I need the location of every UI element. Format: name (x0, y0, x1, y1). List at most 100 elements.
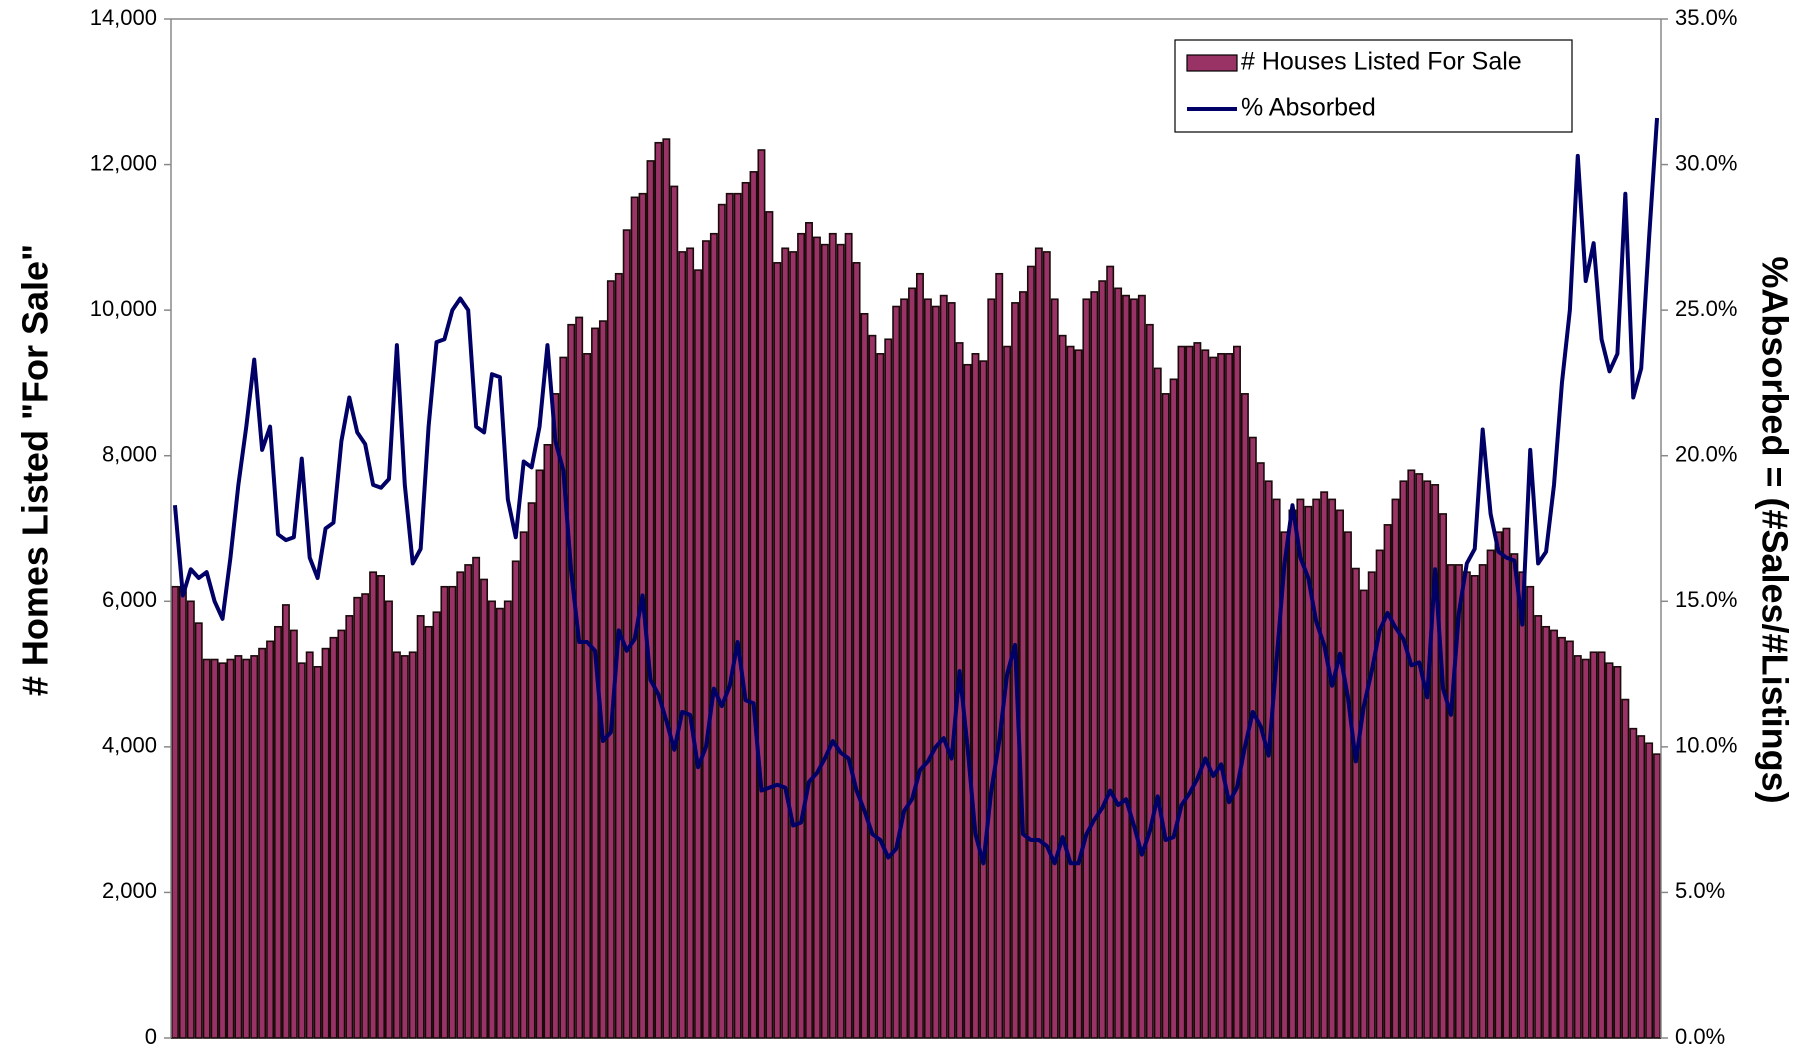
y2-tick-label: 15.0% (1675, 587, 1737, 612)
y2-axis-title: %Absorbed = (#Sales/#Listings) (1754, 256, 1795, 803)
legend-label: # Houses Listed For Sale (1241, 48, 1522, 76)
bar (242, 658, 251, 1039)
y2-tick-label: 25.0% (1675, 296, 1737, 321)
bar (1486, 549, 1495, 1039)
bar (828, 232, 837, 1039)
bar (281, 604, 290, 1039)
bar (1645, 742, 1654, 1039)
bar (892, 305, 901, 1039)
bar (797, 232, 806, 1039)
bar (987, 298, 996, 1039)
bar (606, 280, 615, 1039)
y-tick-label: 14,000 (90, 5, 157, 30)
bar (377, 575, 385, 1039)
bar (194, 622, 203, 1039)
bar (789, 251, 798, 1039)
y-tick-label: 0 (145, 1024, 157, 1044)
y2-tick-label: 30.0% (1675, 150, 1737, 175)
legend-swatch (1186, 54, 1238, 72)
bar (1375, 549, 1384, 1039)
bar (1177, 345, 1186, 1039)
bar (1399, 480, 1408, 1039)
bar (202, 658, 211, 1039)
bar (908, 287, 917, 1039)
bar (1454, 564, 1463, 1039)
legend-box (1174, 39, 1573, 133)
bar (963, 363, 972, 1039)
bar (1296, 498, 1305, 1039)
bar (1256, 462, 1265, 1039)
bar (1066, 345, 1075, 1039)
bar (622, 229, 631, 1039)
bar (860, 312, 869, 1039)
bar (321, 647, 330, 1039)
bar (1557, 636, 1566, 1039)
bar (709, 232, 718, 1039)
bar (361, 593, 370, 1039)
bar (170, 585, 179, 1039)
bar (686, 247, 695, 1039)
bar (939, 294, 948, 1039)
bar (353, 596, 362, 1039)
bar (210, 658, 219, 1039)
bar (1653, 753, 1662, 1039)
bar (1415, 473, 1424, 1039)
bar (1439, 513, 1448, 1039)
bar (519, 531, 528, 1039)
bar (741, 181, 750, 1039)
bar (1343, 531, 1352, 1039)
y2-tick-label: 5.0% (1675, 878, 1725, 903)
bar (258, 647, 267, 1039)
bar (1542, 625, 1551, 1039)
bar (266, 640, 275, 1039)
bar (947, 302, 956, 1039)
bar (313, 665, 322, 1039)
bar (1280, 531, 1289, 1039)
bar (1050, 298, 1059, 1039)
bar (448, 585, 457, 1039)
bar (369, 571, 378, 1039)
bar (931, 305, 940, 1039)
bar (1193, 342, 1202, 1039)
bar (1026, 265, 1035, 1039)
bar (583, 353, 592, 1039)
y-tick-label: 6,000 (102, 587, 157, 612)
bar (1145, 323, 1154, 1039)
bar (1042, 251, 1051, 1039)
bar (567, 323, 576, 1039)
bar (749, 171, 758, 1039)
bar (1351, 567, 1360, 1039)
bar (416, 615, 425, 1039)
bar (178, 585, 187, 1039)
bar (598, 320, 607, 1039)
bar (1613, 665, 1622, 1039)
bar (915, 272, 924, 1039)
bar (226, 658, 235, 1039)
bar (480, 578, 489, 1039)
bar (1336, 509, 1344, 1039)
bar (1526, 585, 1535, 1039)
bar (717, 203, 726, 1039)
bar (765, 211, 774, 1039)
line (172, 117, 1660, 866)
bar (456, 571, 465, 1039)
bar (1098, 280, 1107, 1039)
bar (900, 298, 909, 1039)
y-tick-label: 10,000 (90, 296, 157, 321)
bar (575, 316, 584, 1039)
bar (495, 607, 504, 1039)
bar (757, 149, 766, 1039)
bar (773, 262, 782, 1039)
bar (979, 360, 988, 1039)
bar (812, 236, 821, 1039)
bar (1129, 298, 1138, 1039)
y-tick-label: 2,000 (102, 878, 157, 903)
bar (186, 600, 195, 1039)
bar (424, 625, 433, 1039)
bar (1074, 349, 1083, 1039)
bar (511, 560, 520, 1039)
bar (250, 655, 259, 1039)
bar (329, 636, 338, 1039)
y2-tick-label: 10.0% (1675, 733, 1737, 758)
bar (1312, 498, 1321, 1039)
